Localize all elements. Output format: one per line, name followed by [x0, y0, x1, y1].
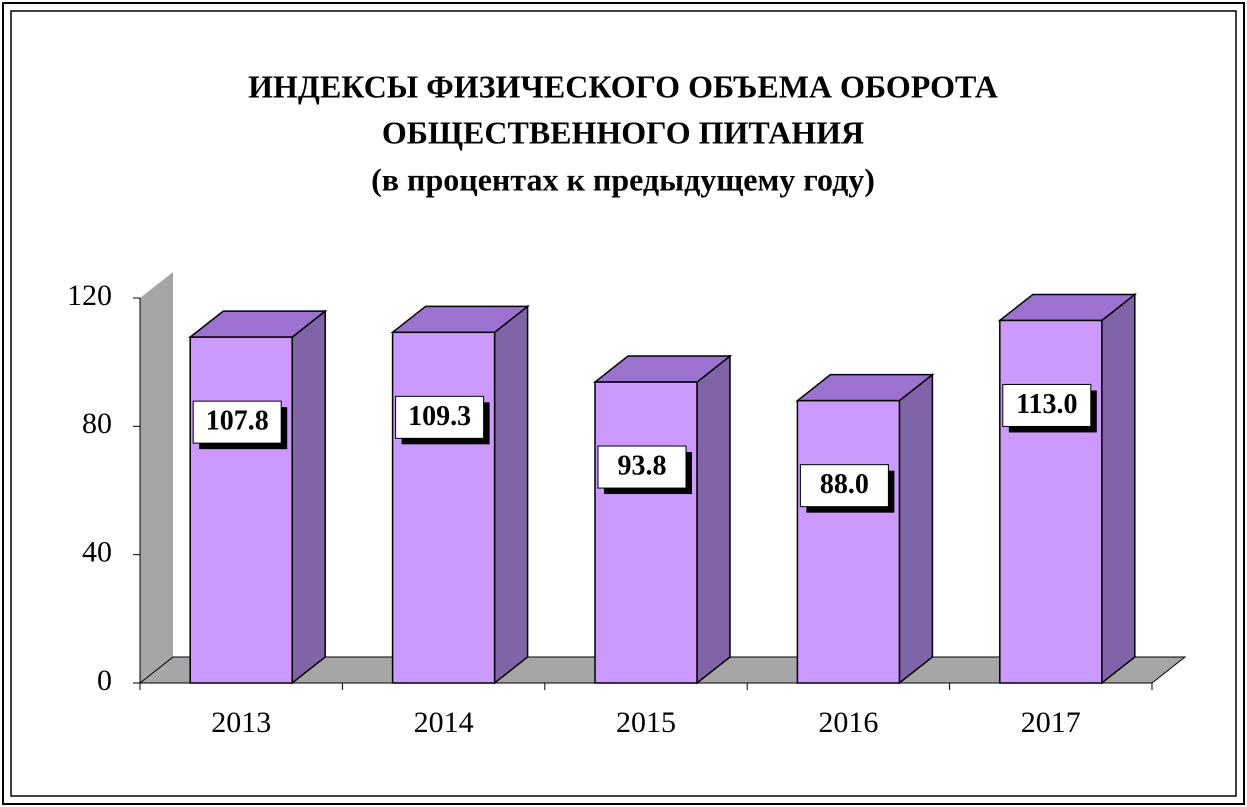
value-label-box: [597, 445, 687, 489]
bar-side: [898, 373, 934, 685]
chart-subtitle: (в процентах к предыдущему году): [371, 161, 875, 197]
y-tick-label: 0: [97, 664, 112, 697]
bar-group: 93.8: [592, 354, 733, 685]
bar-side: [696, 354, 731, 685]
bar-side: [291, 309, 326, 685]
x-tick-label: 2013: [211, 706, 271, 739]
bar-group: 107.8: [188, 309, 328, 685]
value-label-box: [799, 464, 889, 508]
y-tick-label: 40: [82, 536, 112, 569]
value-label-box: [1002, 383, 1092, 427]
value-label-box: [192, 400, 282, 444]
value-label: 113.0: [1016, 389, 1077, 420]
value-label: 107.8: [206, 406, 269, 437]
bar-group: 88.0: [795, 373, 935, 685]
bar-group: 109.3: [390, 304, 530, 685]
value-label-box: [395, 395, 485, 439]
bar-side: [1101, 292, 1136, 685]
x-tick-label: 2017: [1021, 706, 1081, 739]
inner-frame: [10, 10, 1237, 797]
x-tick-label: 2015: [616, 706, 676, 739]
bar: [391, 331, 496, 684]
value-label: 93.8: [618, 450, 667, 481]
bar: [796, 399, 901, 684]
bar: [189, 336, 293, 684]
value-label: 88.0: [820, 469, 869, 500]
side-wall: [140, 272, 173, 683]
y-tick-label: 80: [82, 407, 112, 440]
bar-group: 113.0: [997, 292, 1137, 685]
bar: [999, 319, 1103, 684]
chart-title: ИНДЕКСЫ ФИЗИЧЕСКОГО ОБЪЕМА ОБОРОТА: [248, 68, 998, 104]
chart-title: ОБЩЕСТВЕННОГО ПИТАНИЯ: [382, 114, 864, 150]
x-tick-label: 2016: [818, 706, 878, 739]
bar-side: [493, 304, 529, 685]
y-tick-label: 120: [67, 279, 112, 312]
value-label: 109.3: [408, 401, 471, 432]
bar: [594, 381, 698, 684]
x-tick-label: 2014: [414, 706, 474, 739]
